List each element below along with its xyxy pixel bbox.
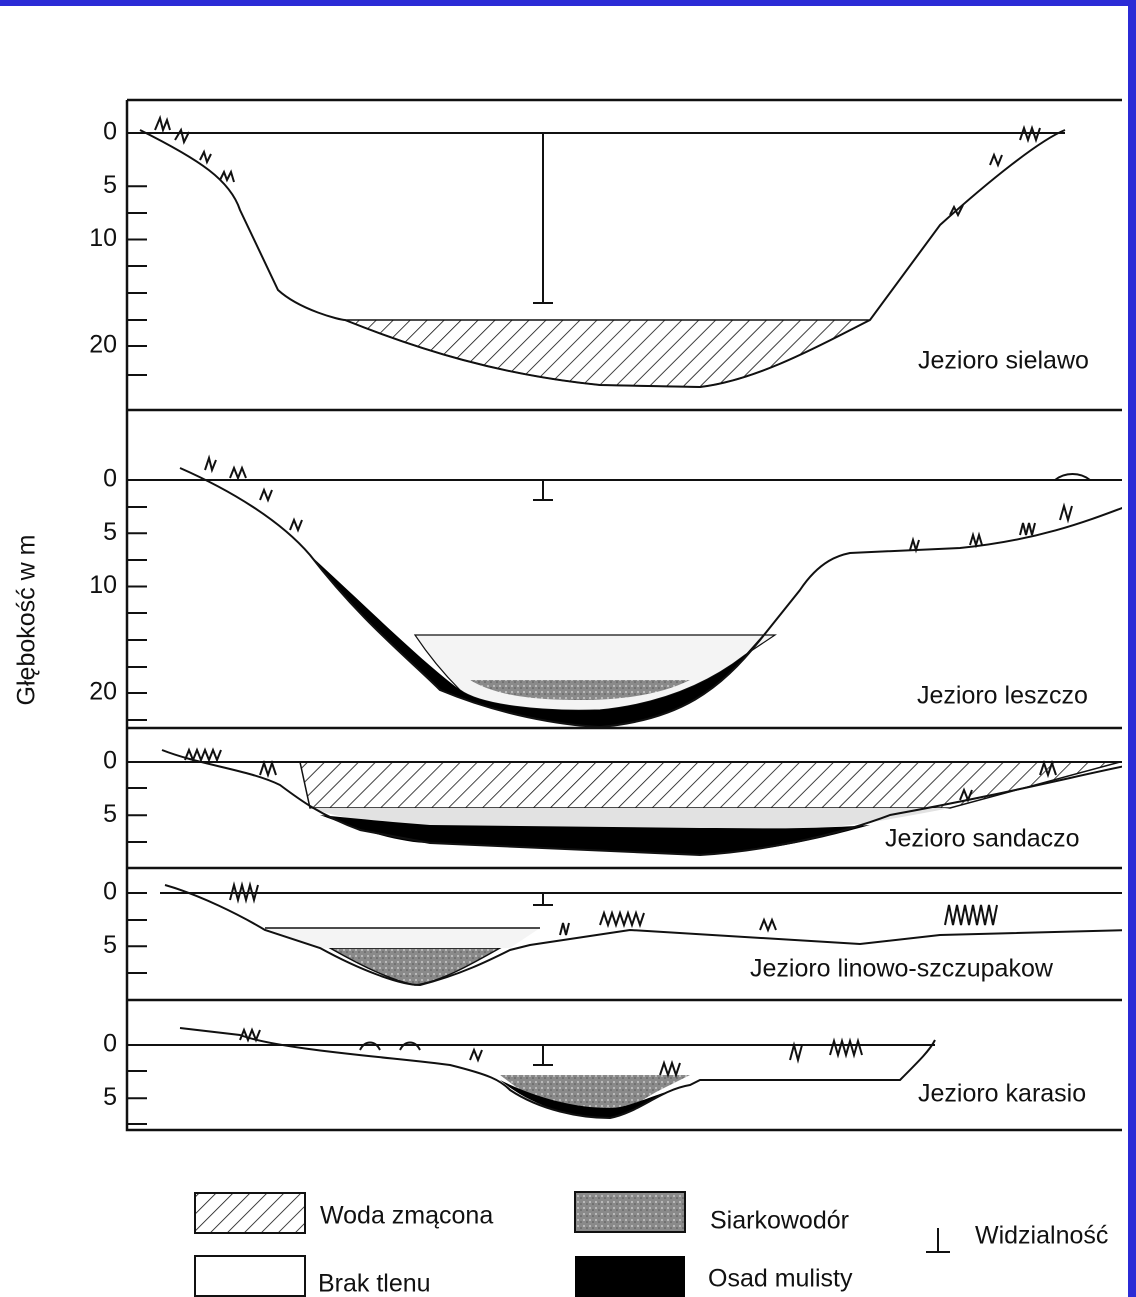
tick-label: 20 — [89, 678, 117, 706]
panel-label: Jezioro leszczo — [917, 682, 1088, 710]
tick-label: 0 — [103, 118, 117, 146]
panel-label: Jezioro karasio — [918, 1080, 1086, 1108]
tick-label: 0 — [103, 747, 117, 775]
profile — [161, 749, 1122, 857]
legend-swatch — [574, 1191, 686, 1233]
profile — [179, 1027, 936, 1120]
sections: Jezioro sielawo Jezioro leszczo Jezioro sa… — [125, 98, 1122, 1132]
mud-area — [320, 815, 870, 855]
frame — [125, 98, 1122, 1132]
legend-symbol — [926, 1228, 950, 1253]
panel-label: Jezioro sandaczo — [885, 825, 1080, 853]
vegetation — [204, 454, 1091, 554]
legend-swatch — [194, 1255, 306, 1297]
axis-label: Głębokość w m — [13, 535, 41, 706]
turbid-area — [299, 761, 1121, 809]
legend-swatch — [194, 1192, 306, 1234]
panel-labels: Jezioro sielawo Jezioro leszczo Jezioro sa… — [750, 347, 1089, 1108]
vegetation — [229, 881, 998, 936]
tick-label: 5 — [103, 1083, 117, 1111]
visibility-bar — [533, 480, 553, 501]
legend-text: Siarkowodór — [710, 1207, 849, 1235]
profile — [139, 129, 1066, 389]
tick-label: 0 — [103, 465, 117, 493]
top-border — [0, 0, 1136, 6]
anoxic-area — [265, 928, 540, 948]
visibility-bar — [533, 1045, 553, 1066]
legend-text: Brak tlenu — [318, 1270, 431, 1297]
visibility-bar — [533, 893, 553, 906]
vegetation — [154, 114, 1041, 218]
anoxic-area — [310, 808, 950, 830]
visibility-bar — [533, 133, 553, 304]
legend-text: Osad mulisty — [708, 1265, 853, 1293]
tick-label: 10 — [89, 571, 117, 599]
tick-label: 5 — [103, 931, 117, 959]
sulfide-area — [500, 1075, 690, 1112]
vegetation — [239, 1027, 863, 1079]
legend-text: Woda zmącona — [320, 1202, 493, 1230]
tick-label: 5 — [103, 800, 117, 828]
vegetation — [184, 747, 1057, 803]
panel-label: Jezioro linowo-szczupakow — [750, 955, 1054, 983]
profile — [164, 884, 1122, 987]
tick-label: 0 — [103, 878, 117, 906]
sulfide-area — [470, 680, 690, 700]
tick-label: 0 — [103, 1030, 117, 1058]
profile — [179, 467, 1122, 729]
legend-text: Widzialność — [975, 1222, 1108, 1250]
tick-label: 5 — [103, 171, 117, 199]
legend-swatch — [575, 1256, 685, 1297]
minor-ticks — [127, 212, 147, 1125]
tick-label: 10 — [89, 224, 117, 252]
panel-label: Jezioro sielawo — [918, 347, 1089, 375]
tick-label: 5 — [103, 518, 117, 546]
right-border — [1128, 0, 1136, 1297]
tick-label: 20 — [89, 331, 117, 359]
turbid-area — [344, 319, 871, 388]
